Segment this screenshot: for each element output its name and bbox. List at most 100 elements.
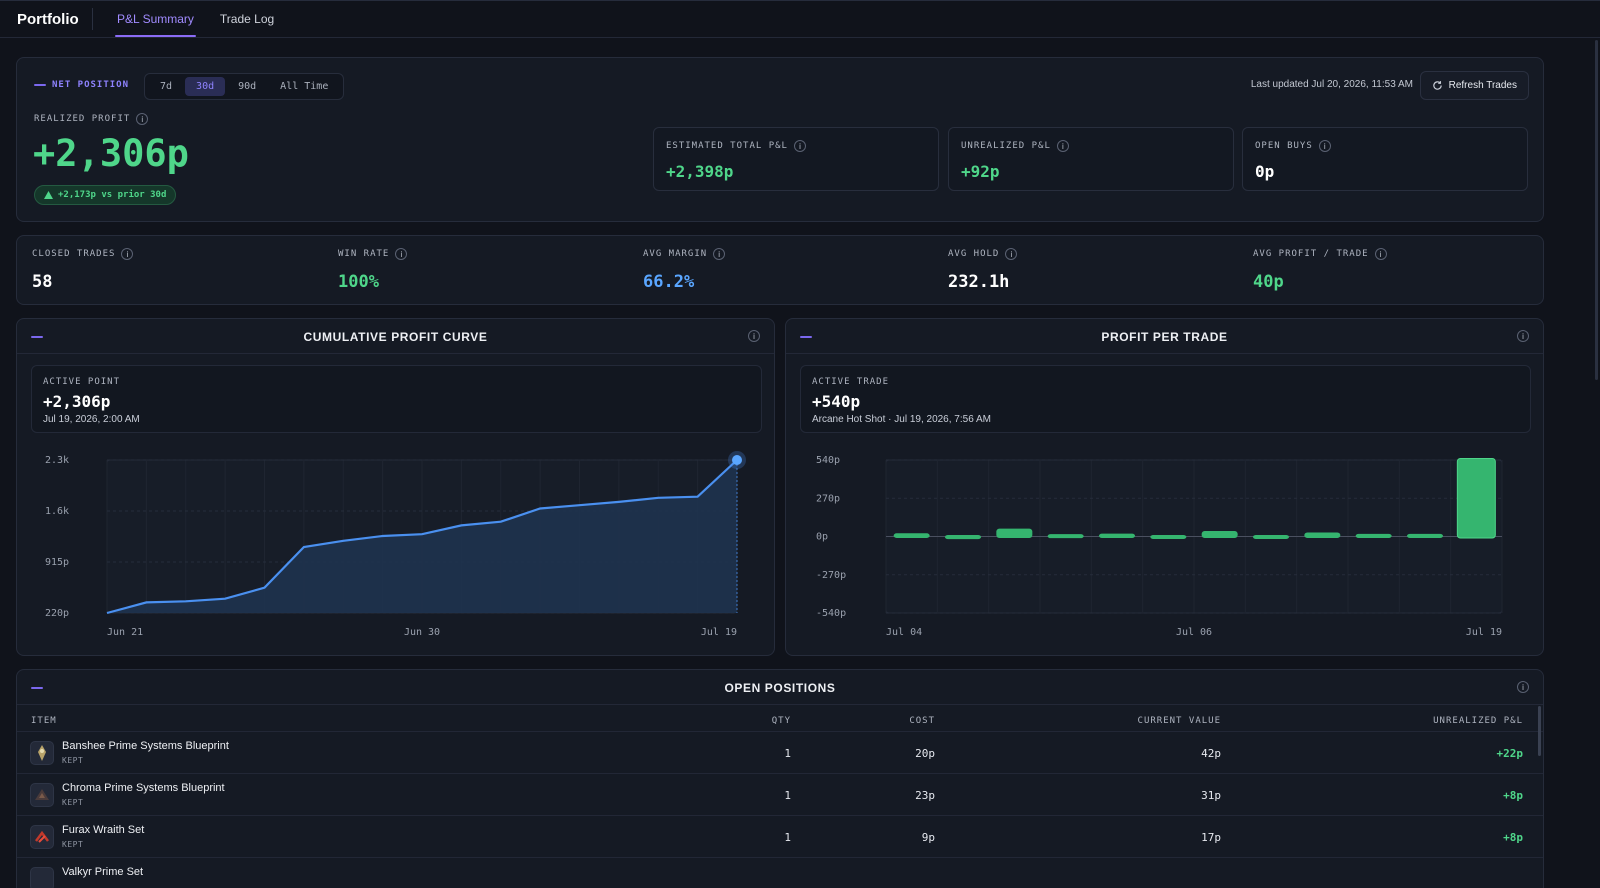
range-7d[interactable]: 7d	[160, 81, 173, 92]
range-30d[interactable]: 30d	[185, 77, 226, 96]
tab-pl-summary[interactable]: P&L Summary	[115, 0, 196, 38]
info-icon[interactable]: i	[136, 113, 149, 125]
panel-title: OPEN POSITIONS	[724, 681, 836, 695]
unrealized-pl-cell: +8p	[1503, 789, 1523, 802]
info-icon[interactable]: i	[1517, 681, 1529, 693]
accent-dash	[34, 84, 46, 86]
tab-trade-log[interactable]: Trade Log	[219, 12, 275, 26]
x-tick-label: Jul 19	[701, 627, 737, 638]
info-icon[interactable]: i	[1318, 140, 1331, 152]
area-fill	[107, 460, 737, 613]
active-point-date: Jul 19, 2026, 2:00 AM	[43, 414, 140, 425]
unrealized-pl-cell: +22p	[1496, 747, 1524, 760]
range-90d[interactable]: 90d	[238, 81, 257, 92]
active-trade-box: ACTIVE TRADE +540p Arcane Hot Shot · Jul…	[800, 365, 1531, 433]
range-all-time[interactable]: All Time	[280, 81, 329, 92]
stat-label-text: ESTIMATED TOTAL P&L	[666, 141, 788, 151]
info-icon[interactable]: i	[713, 248, 726, 260]
y-tick-label: 270p	[816, 493, 840, 504]
item-name: Banshee Prime Systems Blueprint	[62, 740, 229, 752]
stat-label: OPEN BUYS i	[1255, 140, 1331, 152]
active-point-box: ACTIVE POINT +2,306p Jul 19, 2026, 2:00 …	[31, 365, 762, 433]
column-header-cost[interactable]: COST	[909, 716, 935, 726]
info-icon[interactable]: i	[1517, 330, 1529, 342]
table-row[interactable]: Chroma Prime Systems Blueprint KEPT 1 23…	[17, 773, 1543, 815]
info-icon[interactable]: i	[748, 330, 760, 342]
x-tick-label: Jul 04	[886, 627, 922, 638]
info-icon[interactable]: i	[395, 248, 408, 260]
panel-header: CUMULATIVE PROFIT CURVE i	[17, 319, 774, 354]
info-icon[interactable]: i	[793, 140, 806, 152]
open-positions-panel: OPEN POSITIONS i ITEM QTY COST CURRENT V…	[16, 669, 1544, 888]
table-row[interactable]: Banshee Prime Systems Blueprint KEPT 1 2…	[17, 731, 1543, 773]
unrealized-pl-cell: +8p	[1503, 831, 1523, 844]
stat-open-buys: OPEN BUYS i 0p	[1242, 127, 1528, 191]
realized-profit-value: +2,306p	[33, 132, 189, 175]
net-position-text: NET POSITION	[52, 80, 130, 90]
y-tick-label: 540p	[816, 455, 840, 466]
stat-value: +92p	[961, 162, 1000, 181]
summary-card: NET POSITION 7d 30d 90d All Time Last up…	[16, 57, 1544, 222]
refresh-icon	[1432, 81, 1442, 90]
delta-badge: +2,173p vs prior 30d	[34, 185, 177, 205]
item-thumbnail	[30, 825, 54, 849]
column-header-unrealized-pl[interactable]: UNREALIZED P&L	[1433, 716, 1523, 726]
stat-label-text: OPEN BUYS	[1255, 141, 1313, 151]
net-position-label: NET POSITION	[34, 80, 129, 90]
table-scrollbar[interactable]	[1538, 706, 1541, 756]
item-tag: KEPT	[62, 798, 84, 807]
x-tick-label: Jun 30	[404, 627, 440, 638]
range-selector: 7d 30d 90d All Time	[144, 73, 345, 100]
bar	[996, 528, 1033, 538]
kpi-label: AVG HOLD i	[948, 248, 1018, 260]
stat-unrealized: UNREALIZED P&L i +92p	[948, 127, 1234, 191]
info-icon[interactable]: i	[1005, 248, 1018, 260]
delta-badge-text: +2,173p vs prior 30d	[58, 190, 167, 200]
info-icon[interactable]: i	[1056, 140, 1069, 152]
active-point-marker	[732, 455, 742, 465]
cumulative-profit-panel: CUMULATIVE PROFIT CURVE i ACTIVE POINT +…	[16, 318, 775, 656]
panel-title: PROFIT PER TRADE	[1101, 330, 1228, 344]
accent-dash	[31, 336, 43, 338]
series-line	[106, 459, 738, 615]
item-icon	[38, 745, 46, 761]
stat-value: +2,398p	[666, 162, 734, 181]
info-icon[interactable]: i	[121, 248, 134, 260]
info-icon[interactable]: i	[1374, 248, 1387, 260]
page-scrollbar[interactable]	[1595, 40, 1598, 380]
item-name: Chroma Prime Systems Blueprint	[62, 782, 225, 794]
accent-dash	[800, 336, 812, 338]
column-header-current-value[interactable]: CURRENT VALUE	[1137, 716, 1221, 726]
column-header-item[interactable]: ITEM	[31, 716, 57, 726]
item-name: Furax Wraith Set	[62, 824, 145, 836]
cumulative-profit-chart[interactable]: 2.3k 1.6k 915p 220p Jun 21 Jun 30 Jul 19	[17, 443, 774, 653]
y-tick-label: 0p	[816, 532, 828, 543]
cost-cell: 20p	[915, 747, 935, 760]
kpi-label: WIN RATE i	[338, 248, 408, 260]
table-row[interactable]: Valkyr Prime Set	[17, 857, 1543, 888]
realized-profit-label: REALIZED PROFIT i	[34, 113, 149, 125]
stat-label: ESTIMATED TOTAL P&L i	[666, 140, 806, 152]
kpi-label: AVG PROFIT / TRADE i	[1253, 248, 1387, 260]
active-trade-value: +540p	[812, 392, 861, 411]
refresh-trades-button[interactable]: Refresh Trades	[1419, 71, 1529, 100]
bar	[1150, 535, 1187, 539]
column-header-qty[interactable]: QTY	[771, 716, 791, 726]
active-trade-detail: Arcane Hot Shot · Jul 19, 2026, 7:56 AM	[812, 414, 991, 425]
table-row[interactable]: Furax Wraith Set KEPT 1 9p 17p +8p	[17, 815, 1543, 857]
profit-per-trade-chart[interactable]: 540p 270p 0p -270p -540p Jul 04 Jul 06 Jul 19	[786, 443, 1543, 653]
x-tick-label: Jul 19	[1466, 627, 1502, 638]
current-value-cell: 17p	[1201, 831, 1221, 844]
x-tick-label: Jun 21	[107, 627, 143, 638]
accent-dash	[31, 687, 43, 689]
y-tick-label: -270p	[816, 570, 846, 581]
bar	[1456, 458, 1496, 539]
active-point-value: +2,306p	[43, 392, 111, 411]
stat-estimated-total: ESTIMATED TOTAL P&L i +2,398p	[653, 127, 939, 191]
bar	[1047, 534, 1084, 539]
bar	[945, 535, 981, 540]
bar	[1407, 533, 1443, 538]
y-tick-label: 1.6k	[45, 506, 69, 517]
bar	[1304, 532, 1341, 538]
kpi-value: 40p	[1253, 272, 1284, 292]
